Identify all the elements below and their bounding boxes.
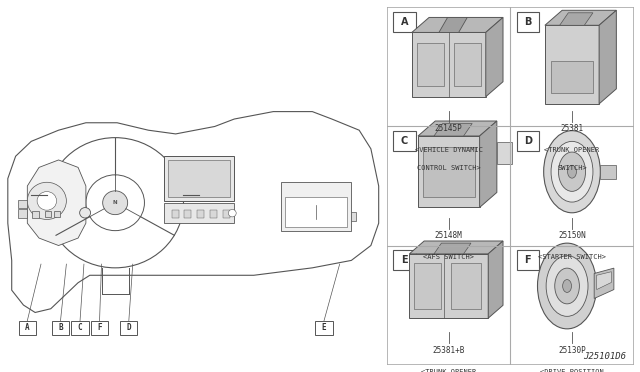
Text: <VEHICLE DYNAMIC: <VEHICLE DYNAMIC xyxy=(415,147,483,153)
Text: CONTROL SWITCH>: CONTROL SWITCH> xyxy=(417,165,481,171)
Bar xyxy=(54,211,60,217)
Bar xyxy=(32,211,39,218)
Bar xyxy=(394,131,415,151)
Bar xyxy=(91,321,108,335)
Circle shape xyxy=(563,280,572,292)
Text: 25148M: 25148M xyxy=(435,231,463,240)
Text: J25101D6: J25101D6 xyxy=(583,352,626,361)
Polygon shape xyxy=(439,17,467,32)
Bar xyxy=(164,156,234,201)
Bar xyxy=(394,250,415,270)
Text: B: B xyxy=(524,17,531,27)
Circle shape xyxy=(37,192,56,210)
Circle shape xyxy=(551,141,593,202)
Bar xyxy=(351,212,356,221)
Polygon shape xyxy=(410,254,488,318)
Circle shape xyxy=(79,208,91,218)
Text: 25150N: 25150N xyxy=(558,231,586,240)
Text: A: A xyxy=(25,323,29,332)
Bar xyxy=(223,210,230,218)
Bar xyxy=(17,209,28,218)
Text: 25381: 25381 xyxy=(561,124,584,133)
Bar xyxy=(394,12,415,32)
Circle shape xyxy=(228,209,236,217)
Bar xyxy=(516,250,539,270)
Circle shape xyxy=(538,243,596,329)
Text: <TRUNK OPENER: <TRUNK OPENER xyxy=(545,147,600,153)
Polygon shape xyxy=(412,17,503,32)
Polygon shape xyxy=(28,160,86,246)
Polygon shape xyxy=(434,243,471,254)
Bar xyxy=(19,321,36,335)
Text: B: B xyxy=(58,323,63,332)
Bar xyxy=(120,321,138,335)
Polygon shape xyxy=(599,10,616,104)
Circle shape xyxy=(102,191,127,215)
Polygon shape xyxy=(600,164,616,179)
Polygon shape xyxy=(410,241,503,254)
Bar xyxy=(516,12,539,32)
Bar xyxy=(172,210,179,218)
Bar xyxy=(17,200,28,208)
Bar xyxy=(281,182,351,231)
Bar xyxy=(414,263,442,309)
Bar xyxy=(417,43,444,86)
Bar xyxy=(423,147,475,197)
Text: SWITCH>: SWITCH> xyxy=(557,165,587,171)
Bar xyxy=(168,160,230,197)
Text: <STARTER SWITCH>: <STARTER SWITCH> xyxy=(538,254,606,260)
Text: <TRUNK OPENER: <TRUNK OPENER xyxy=(421,369,476,372)
Polygon shape xyxy=(434,124,472,136)
Polygon shape xyxy=(486,17,503,97)
Bar xyxy=(516,131,539,151)
Text: E: E xyxy=(322,323,326,332)
Polygon shape xyxy=(560,13,593,25)
Text: <DRIVE POSITION: <DRIVE POSITION xyxy=(540,369,604,372)
Bar xyxy=(316,321,333,335)
Text: F: F xyxy=(97,323,102,332)
Bar xyxy=(551,61,593,93)
Circle shape xyxy=(28,182,67,219)
Bar xyxy=(184,210,191,218)
Polygon shape xyxy=(594,268,614,298)
Text: A: A xyxy=(401,17,408,27)
Circle shape xyxy=(555,268,579,304)
Text: C: C xyxy=(77,323,83,332)
Text: D: D xyxy=(127,323,131,332)
Circle shape xyxy=(559,152,586,191)
Text: C: C xyxy=(401,136,408,146)
Text: <AFS SWITCH>: <AFS SWITCH> xyxy=(423,254,474,260)
Bar xyxy=(454,43,481,86)
Polygon shape xyxy=(479,121,497,208)
Polygon shape xyxy=(418,136,479,208)
Polygon shape xyxy=(545,10,616,25)
Polygon shape xyxy=(488,241,503,318)
Polygon shape xyxy=(596,272,611,289)
Bar xyxy=(72,321,88,335)
Bar xyxy=(52,321,69,335)
Bar xyxy=(45,211,51,217)
Circle shape xyxy=(546,256,588,316)
Polygon shape xyxy=(412,32,486,97)
Text: 25381+B: 25381+B xyxy=(433,346,465,355)
Polygon shape xyxy=(545,25,599,104)
Polygon shape xyxy=(418,121,497,136)
Text: D: D xyxy=(524,136,532,146)
Text: F: F xyxy=(524,254,531,264)
Text: N: N xyxy=(113,200,118,205)
Bar xyxy=(197,210,204,218)
Polygon shape xyxy=(497,142,511,164)
Bar xyxy=(210,210,217,218)
Text: 25145P: 25145P xyxy=(435,124,463,133)
Text: E: E xyxy=(401,254,408,264)
Circle shape xyxy=(543,131,600,213)
Bar xyxy=(164,203,234,223)
Bar xyxy=(285,197,348,227)
Text: 25130P: 25130P xyxy=(558,346,586,355)
Polygon shape xyxy=(8,112,379,312)
Circle shape xyxy=(568,165,577,178)
Bar xyxy=(451,263,481,309)
